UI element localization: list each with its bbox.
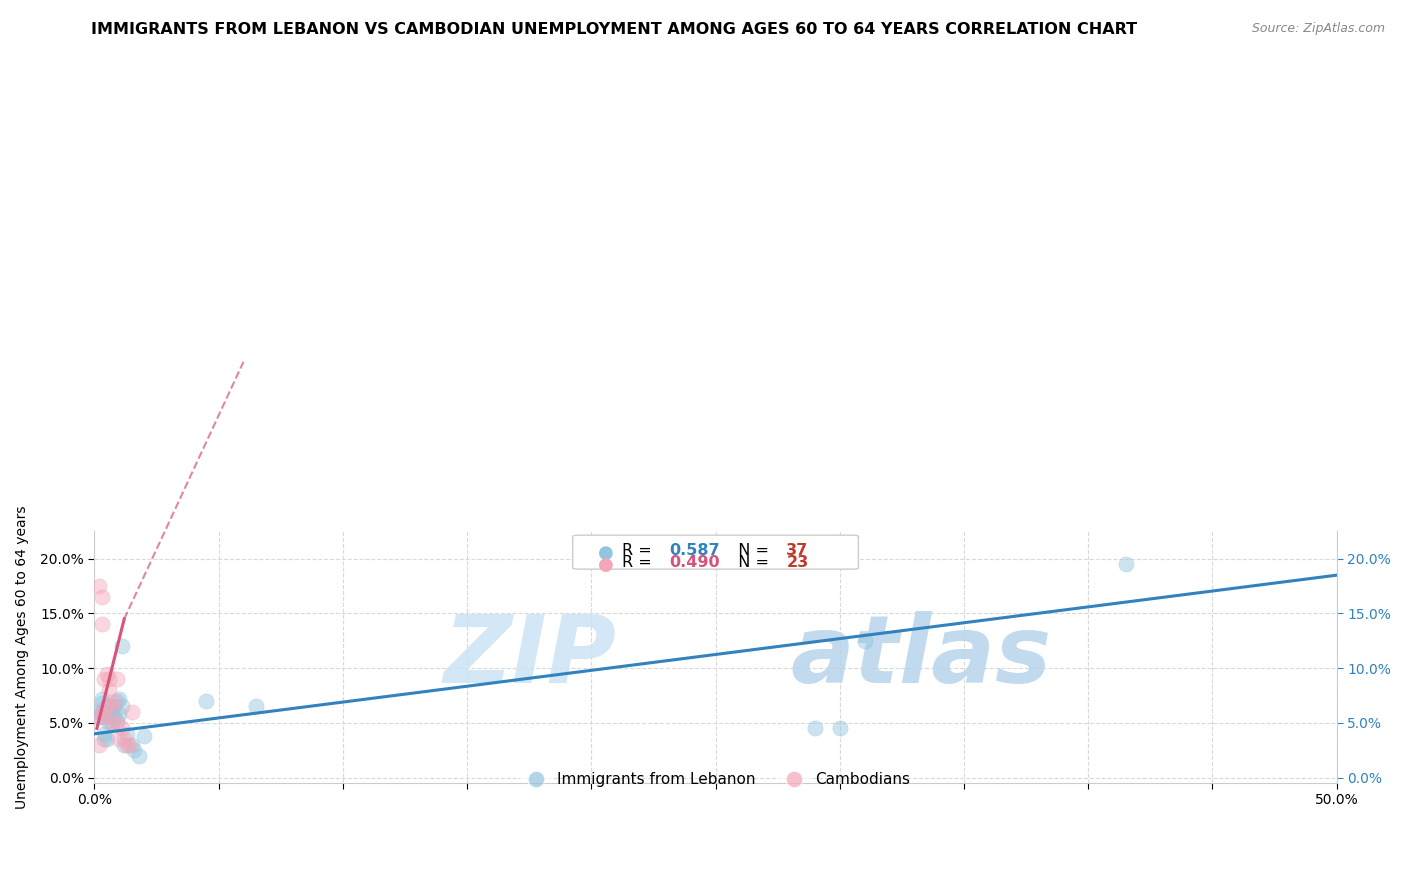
Point <box>101 707 124 722</box>
Point <box>108 691 131 706</box>
Y-axis label: Unemployment Among Ages 60 to 64 years: Unemployment Among Ages 60 to 64 years <box>15 506 30 809</box>
Text: R =: R = <box>623 543 657 558</box>
Point <box>98 699 121 714</box>
Point <box>90 590 112 604</box>
Point <box>93 732 115 747</box>
Point <box>115 727 138 741</box>
Point <box>105 714 128 728</box>
Point <box>121 705 143 719</box>
Point <box>111 699 134 714</box>
Point <box>101 715 124 730</box>
Point <box>108 707 131 722</box>
Text: Source: ZipAtlas.com: Source: ZipAtlas.com <box>1251 22 1385 36</box>
Point <box>111 640 134 654</box>
Point <box>828 722 851 736</box>
Point <box>132 729 155 743</box>
Text: IMMIGRANTS FROM LEBANON VS CAMBODIAN UNEMPLOYMENT AMONG AGES 60 TO 64 YEARS CORR: IMMIGRANTS FROM LEBANON VS CAMBODIAN UNE… <box>91 22 1137 37</box>
Point <box>853 633 876 648</box>
Point <box>93 710 115 724</box>
Point <box>93 705 115 719</box>
Point <box>93 727 115 741</box>
Point <box>98 683 121 698</box>
Point <box>105 672 128 686</box>
Point <box>103 710 125 724</box>
Point <box>98 705 121 719</box>
Text: N =: N = <box>728 543 775 558</box>
FancyBboxPatch shape <box>572 535 859 569</box>
Point <box>93 710 115 724</box>
Point <box>804 722 827 736</box>
Point <box>93 672 115 686</box>
Text: 0.587: 0.587 <box>669 543 720 558</box>
Point <box>101 715 124 730</box>
Point <box>195 694 218 708</box>
Point <box>96 699 118 714</box>
Point <box>96 699 118 714</box>
Text: R =: R = <box>623 555 657 570</box>
Point <box>96 707 118 722</box>
Point <box>90 705 112 719</box>
Point <box>128 748 150 763</box>
Point <box>112 732 135 747</box>
Text: atlas: atlas <box>790 611 1052 703</box>
Text: N =: N = <box>728 555 775 570</box>
Point <box>105 694 128 708</box>
Point <box>115 738 138 752</box>
Point <box>108 732 131 747</box>
Point <box>89 579 111 593</box>
Point <box>101 699 124 714</box>
Point <box>111 722 134 736</box>
Point <box>90 705 112 719</box>
Point <box>103 694 125 708</box>
Point <box>89 710 111 724</box>
Point <box>98 672 121 686</box>
Point <box>112 738 135 752</box>
Point <box>103 699 125 714</box>
Text: 37: 37 <box>786 543 808 558</box>
Point <box>1115 558 1137 572</box>
Point <box>98 715 121 730</box>
Point <box>105 715 128 730</box>
Text: 23: 23 <box>786 555 808 570</box>
Point <box>122 743 145 757</box>
Point <box>90 696 112 710</box>
Point <box>90 617 112 632</box>
Point <box>86 705 108 719</box>
Point <box>86 710 108 724</box>
Point <box>90 691 112 706</box>
Point <box>96 732 118 747</box>
Point <box>118 738 141 752</box>
Point <box>89 738 111 752</box>
Point <box>245 699 267 714</box>
Legend: Immigrants from Lebanon, Cambodians: Immigrants from Lebanon, Cambodians <box>515 766 917 793</box>
Text: 0.490: 0.490 <box>669 555 720 570</box>
Text: ●: ● <box>598 544 613 562</box>
Point <box>96 666 118 681</box>
Text: ZIP: ZIP <box>443 611 616 703</box>
Text: ●: ● <box>598 556 613 574</box>
Point <box>121 738 143 752</box>
